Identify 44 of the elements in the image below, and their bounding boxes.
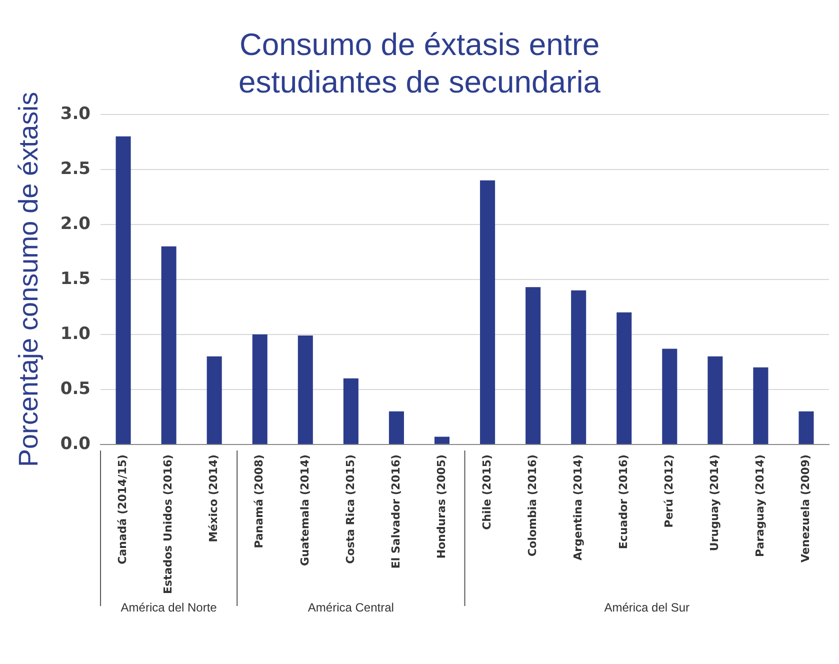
x-tick-label: Colombia (2016) [526, 454, 539, 556]
x-tick-label: Chile (2015) [480, 454, 494, 530]
x-tick-label: Panamá (2008) [252, 454, 266, 548]
y-tick-label: 2.5 [60, 158, 91, 179]
x-tick-label: Ecuador (2016) [616, 454, 630, 550]
bar [343, 378, 358, 444]
text: América Central [308, 600, 394, 614]
bar [526, 287, 541, 444]
y-tick-label: 2.0 [60, 214, 91, 234]
x-tick-label: Honduras (2005) [434, 454, 448, 559]
x-tick-label: Perú (2012) [662, 454, 676, 528]
bar [252, 334, 268, 444]
text: América del Sur [604, 600, 690, 614]
x-tick-label: Paraguay (2014) [754, 454, 767, 557]
bar [616, 312, 632, 444]
bar [161, 246, 176, 444]
bar [571, 290, 586, 444]
bar [753, 367, 768, 444]
bar [388, 411, 404, 444]
chart-title: Consumo de éxtasis entre estudiantes de secundaria [238, 27, 602, 100]
bar [298, 336, 313, 444]
bar [708, 356, 723, 444]
x-tick-label: Canadá (2014/15) [116, 454, 130, 564]
x-tick-label: Uruguay (2014) [708, 454, 722, 552]
y-tick-label: 0.0 [60, 434, 91, 454]
y-tick-label: 3.0 [60, 104, 91, 124]
bar [662, 348, 678, 444]
x-tick-label: Guatemala (2014) [298, 454, 312, 566]
text: América del Norte [120, 600, 218, 614]
bar [798, 411, 814, 444]
bar [116, 136, 131, 444]
y-tick-label: 1.0 [60, 324, 91, 344]
x-tick-label: México (2014) [207, 454, 220, 542]
y-tick-label: 0.5 [60, 378, 91, 399]
x-tick-label: Venezuela (2009) [799, 454, 812, 562]
bar [434, 436, 450, 444]
x-tick-label: El Salvador (2016) [389, 454, 402, 569]
x-tick-label: Argentina (2014) [571, 454, 584, 560]
x-tick-label: Costa Rica (2015) [344, 454, 357, 564]
y-tick-label: 1.5 [60, 268, 91, 289]
bar [206, 356, 222, 444]
bar [480, 180, 496, 444]
y-axis-title: Porcentaje consumo de éxtasis [14, 92, 44, 468]
x-tick-label: Estados Unidos (2016) [162, 454, 175, 594]
